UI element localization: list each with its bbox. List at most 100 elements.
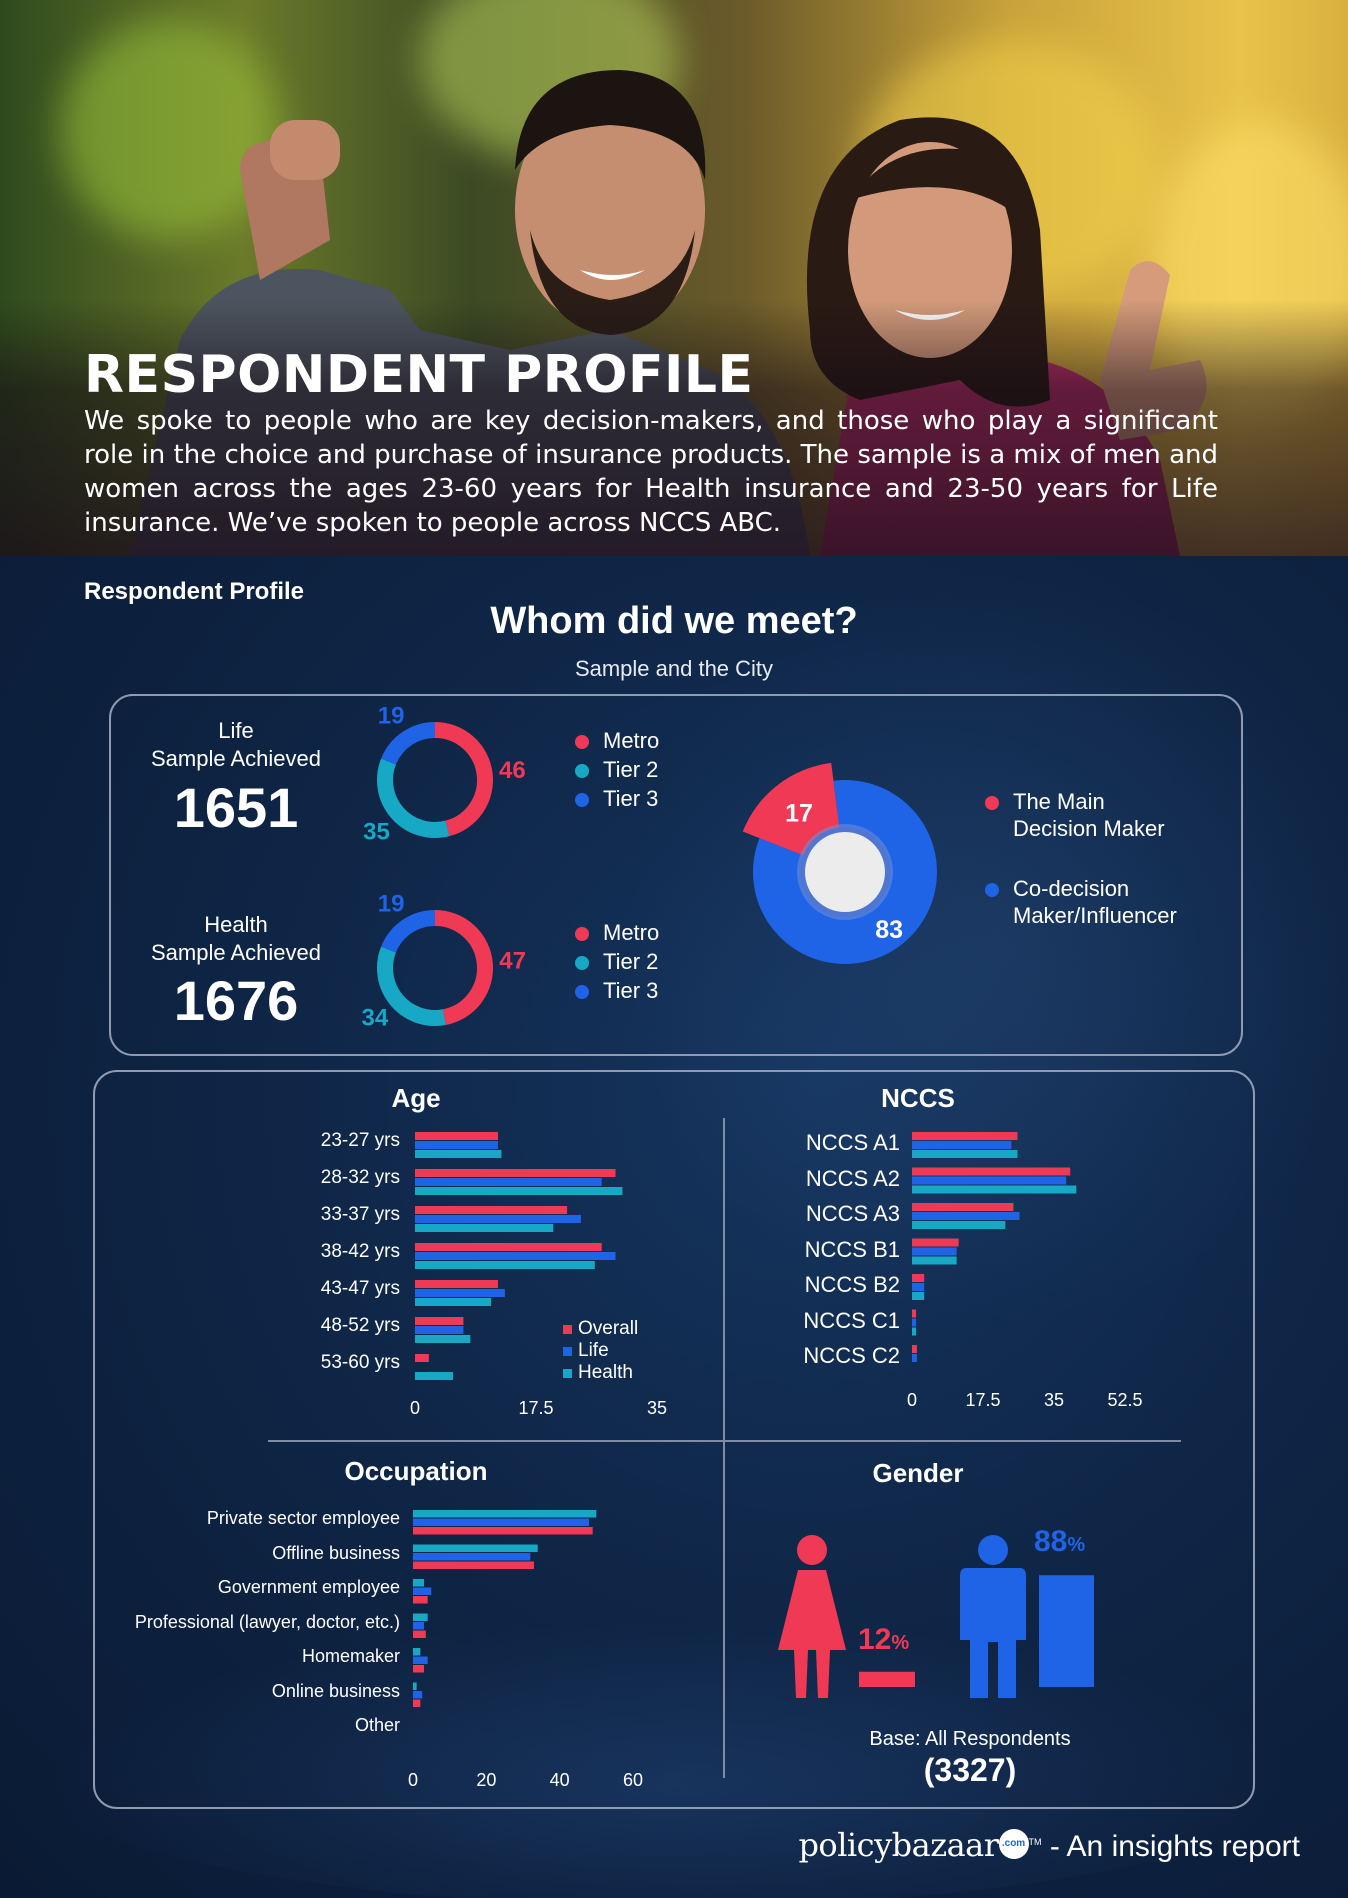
bar-life [415, 1178, 602, 1186]
bar-life [912, 1212, 1020, 1220]
bar-life [415, 1326, 464, 1334]
bar-overall [912, 1132, 1018, 1140]
bar-overall [413, 1665, 424, 1673]
legend-main-decision: The Main Decision Maker [985, 788, 1165, 842]
legend-metro-life: Metro [575, 728, 659, 754]
nccs-chart-svg [912, 1132, 1077, 1362]
legend-label: Co-decision [1013, 876, 1130, 901]
life-label: Life [218, 718, 254, 743]
x-tick-label: 0 [409, 1398, 420, 1418]
background-glow [620, 566, 1348, 1326]
bar-female [859, 1671, 915, 1687]
legend-overall: Overall [563, 1318, 638, 1340]
category-label: 23-27 yrs [320, 1130, 400, 1151]
bar-health [413, 1648, 421, 1656]
page-title: RESPONDENT PROFILE [84, 345, 754, 405]
donut-hole [805, 832, 885, 912]
metro-dot-icon [575, 735, 589, 750]
decision-value-label: 17 [785, 800, 813, 828]
bar-life [912, 1354, 917, 1362]
x-tick-label: 17.5 [965, 1390, 1001, 1410]
bar-overall [912, 1309, 917, 1318]
donut-value-label: 47 [499, 948, 526, 975]
legend-metro-health: Metro [575, 920, 659, 946]
category-label: NCCS C1 [803, 1307, 900, 1333]
health-swatch-icon [563, 1369, 572, 1378]
legend-label: Health [578, 1362, 633, 1383]
age-legend: Overall Life Health [563, 1318, 638, 1384]
bar-overall [415, 1132, 498, 1140]
bar-health [413, 1544, 538, 1552]
decision-slice-co [753, 780, 937, 964]
bar-health [415, 1187, 623, 1195]
donut-value-label: 34 [362, 1005, 389, 1032]
male-icon [960, 1535, 1026, 1698]
bar-health [415, 1261, 595, 1269]
donut-slice-tier-2 [377, 758, 450, 838]
tier2-dot-icon [575, 764, 589, 779]
sample-box [109, 694, 1243, 1056]
bar-life [912, 1141, 1012, 1149]
bar-overall [912, 1274, 925, 1282]
male-percent: 88% [1034, 1525, 1085, 1559]
bar-life [415, 1289, 505, 1297]
donut-slice-metro [434, 722, 493, 837]
legend-label: Life [578, 1340, 609, 1361]
donut-slice-tier-3 [381, 910, 436, 953]
bar-life [415, 1252, 616, 1260]
bar-overall [415, 1243, 602, 1251]
bar-health [912, 1327, 917, 1336]
bar-health [413, 1579, 424, 1587]
metro-dot-icon [575, 927, 589, 942]
life-swatch-icon [563, 1347, 572, 1356]
bar-overall [912, 1238, 959, 1247]
trademark: TM [1028, 1837, 1042, 1847]
life-sublabel: Sample Achieved [151, 746, 321, 771]
legend-label: Tier 3 [603, 978, 659, 1003]
bar-health [912, 1185, 1077, 1194]
category-label: 53-60 yrs [320, 1352, 400, 1373]
category-label: Government employee [217, 1577, 400, 1597]
bar-health [413, 1613, 428, 1621]
bar-overall [912, 1167, 1071, 1176]
base-count: (3327) [923, 1752, 1017, 1788]
legend-life: Life [563, 1340, 638, 1362]
overall-swatch-icon [563, 1325, 572, 1334]
donut-slice-tier-3 [381, 722, 436, 765]
category-label: 28-32 yrs [320, 1167, 400, 1188]
health-label: Health [204, 912, 268, 937]
legend-tier2-life: Tier 2 [575, 757, 658, 783]
percent-sign: % [1067, 1534, 1086, 1556]
bar-life [413, 1622, 424, 1630]
category-label: NCCS B2 [804, 1272, 900, 1297]
background-glow [0, 1606, 1348, 1898]
category-label: 33-37 yrs [320, 1204, 400, 1225]
bar-health [912, 1292, 925, 1300]
legend-tier2-health: Tier 2 [575, 949, 658, 975]
hero-banner: RESPONDENT PROFILE We spoke to people wh… [0, 0, 1348, 556]
health-sublabel: Sample Achieved [151, 940, 321, 965]
bar-health [912, 1221, 1006, 1229]
occupation-chart-title: Occupation [344, 1456, 488, 1486]
donut-value-label: 19 [378, 890, 405, 917]
legend-label: Decision Maker [1013, 816, 1165, 841]
category-label: NCCS A2 [805, 1165, 900, 1191]
legend-tier3-health: Tier 3 [575, 978, 658, 1004]
gender-chart-title: Gender [872, 1458, 964, 1488]
intro-paragraph: We spoke to people who are key decision-… [84, 406, 1218, 538]
category-label: Professional (lawyer, doctor, etc.) [134, 1611, 400, 1632]
x-tick-label: 20 [476, 1770, 497, 1790]
bar-overall [413, 1699, 421, 1707]
section-label: Respondent Profile [84, 578, 305, 605]
hero-shade [0, 300, 1348, 556]
bar-overall [415, 1280, 498, 1288]
x-tick-label: 0 [906, 1390, 917, 1410]
bar-health [415, 1335, 471, 1343]
category-label: NCCS A1 [805, 1130, 900, 1155]
tier3-dot-icon [575, 793, 589, 808]
health-city-donut: 47 34 19 [362, 890, 526, 1032]
bar-life [413, 1587, 432, 1595]
legend-tier3-life: Tier 3 [575, 786, 658, 812]
bar-life [912, 1247, 957, 1256]
